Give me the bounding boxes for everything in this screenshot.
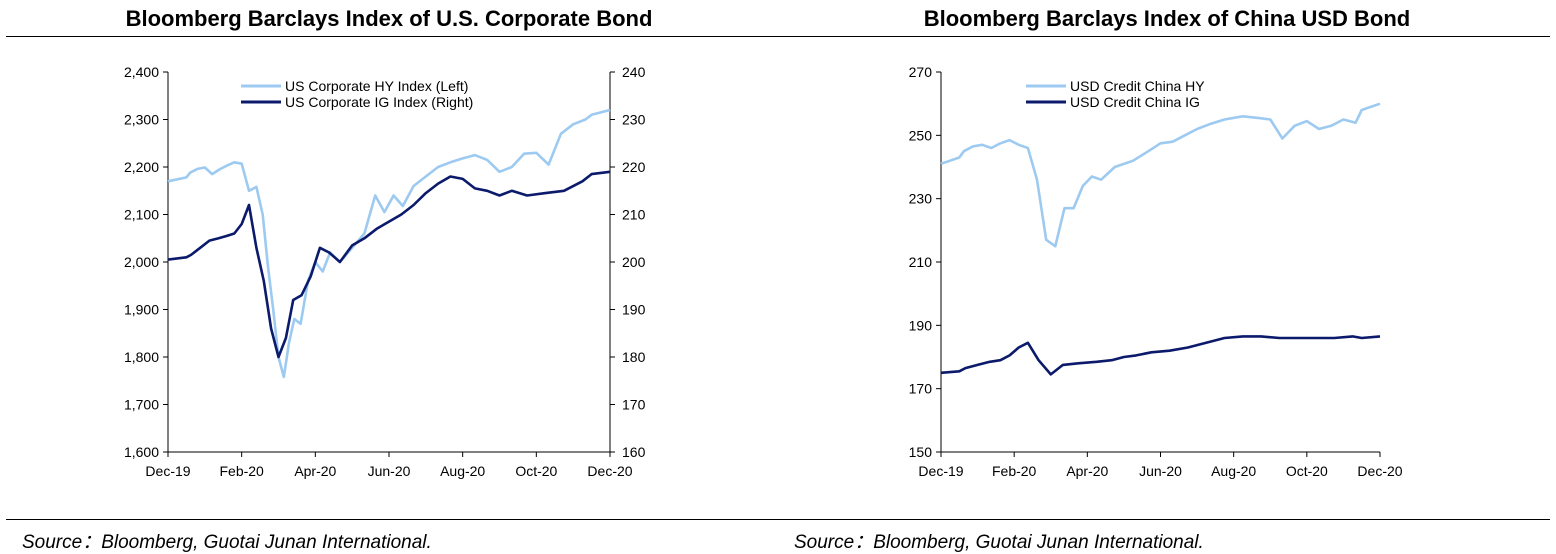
us-chart-source: Source：Bloomberg, Guotai Junan Internati…	[22, 532, 432, 553]
y-tick-label-right: 160	[622, 444, 646, 460]
china-usd-bond-panel: Bloomberg Barclays Index of China USD Bo…	[778, 0, 1556, 554]
y-tick-label-left: 1,600	[124, 444, 159, 460]
y-tick-label-right: 230	[622, 112, 646, 128]
source-rule	[778, 519, 1550, 520]
series-line-first	[940, 102, 1381, 248]
us-chart-title: Bloomberg Barclays Index of U.S. Corpora…	[125, 6, 653, 31]
y-tick-label-left: 1,900	[124, 302, 159, 318]
china-chart-title: Bloomberg Barclays Index of China USD Bo…	[923, 6, 1411, 31]
y-tick-label-left: 1,800	[124, 349, 159, 365]
x-tick-label: Aug-20	[440, 463, 485, 479]
china-usd-bond-chart: 150 170 190 210 230 250 270 Dec-19 Feb-20 Apr-20 J…	[909, 64, 1403, 479]
china-chart-source: Source：Bloomberg, Guotai Junan Internati…	[794, 532, 1204, 553]
y-tick-label-right: 240	[622, 64, 646, 80]
y-tick-label-right: 180	[622, 349, 646, 365]
y-tick-label-left: 2,100	[124, 207, 159, 223]
x-tick-label: Oct-20	[515, 463, 557, 479]
y-tick-label-right: 170	[622, 397, 646, 413]
y-tick-label-left: 150	[909, 444, 933, 460]
series-line-first	[167, 108, 611, 379]
y-tick-label-right: 210	[622, 207, 646, 223]
y-tick-label-left: 250	[909, 127, 933, 143]
legend-label: USD Credit China HY	[1070, 78, 1205, 94]
y-tick-label-left: 2,200	[124, 159, 159, 175]
y-tick-label-left: 1,700	[124, 397, 159, 413]
x-tick-label: Dec-19	[145, 463, 190, 479]
x-tick-label: Apr-20	[294, 463, 336, 479]
x-tick-label: Oct-20	[1286, 463, 1328, 479]
series-line-second	[167, 170, 611, 359]
y-tick-label-right: 200	[622, 254, 646, 270]
us-corporate-bond-panel: Bloomberg Barclays Index of U.S. Corpora…	[6, 6, 778, 553]
y-tick-label-left: 170	[909, 381, 933, 397]
series-line-second	[940, 335, 1381, 376]
y-tick-label-left: 2,300	[124, 112, 159, 128]
title-underline	[778, 36, 1550, 37]
x-tick-label: Dec-19	[918, 463, 963, 479]
x-tick-label: Apr-20	[1066, 463, 1108, 479]
x-tick-label: Dec-20	[587, 463, 632, 479]
y-tick-label-right: 220	[622, 159, 646, 175]
y-tick-label-left: 190	[909, 317, 933, 333]
y-tick-label-right: 190	[622, 302, 646, 318]
source-rule	[6, 519, 778, 520]
y-tick-label-left: 2,400	[124, 64, 159, 80]
x-tick-label: Jun-20	[1139, 463, 1182, 479]
us-corporate-bond-chart: 1,600 1,700 1,800 1,900 2,000 2,100 2,200 2,300…	[124, 64, 646, 479]
x-tick-label: Feb-20	[219, 463, 264, 479]
legend-label: USD Credit China IG	[1070, 94, 1200, 110]
y-tick-label-left: 270	[909, 64, 933, 80]
y-tick-label-left: 210	[909, 254, 933, 270]
title-underline	[6, 36, 778, 37]
y-tick-label-left: 230	[909, 191, 933, 207]
x-tick-label: Aug-20	[1211, 463, 1256, 479]
legend-label: US Corporate IG Index (Right)	[285, 94, 473, 110]
y-tick-label-left: 2,000	[124, 254, 159, 270]
x-tick-label: Dec-20	[1357, 463, 1402, 479]
x-tick-label: Jun-20	[368, 463, 411, 479]
legend-label: US Corporate HY Index (Left)	[285, 78, 468, 94]
x-tick-label: Feb-20	[992, 463, 1037, 479]
